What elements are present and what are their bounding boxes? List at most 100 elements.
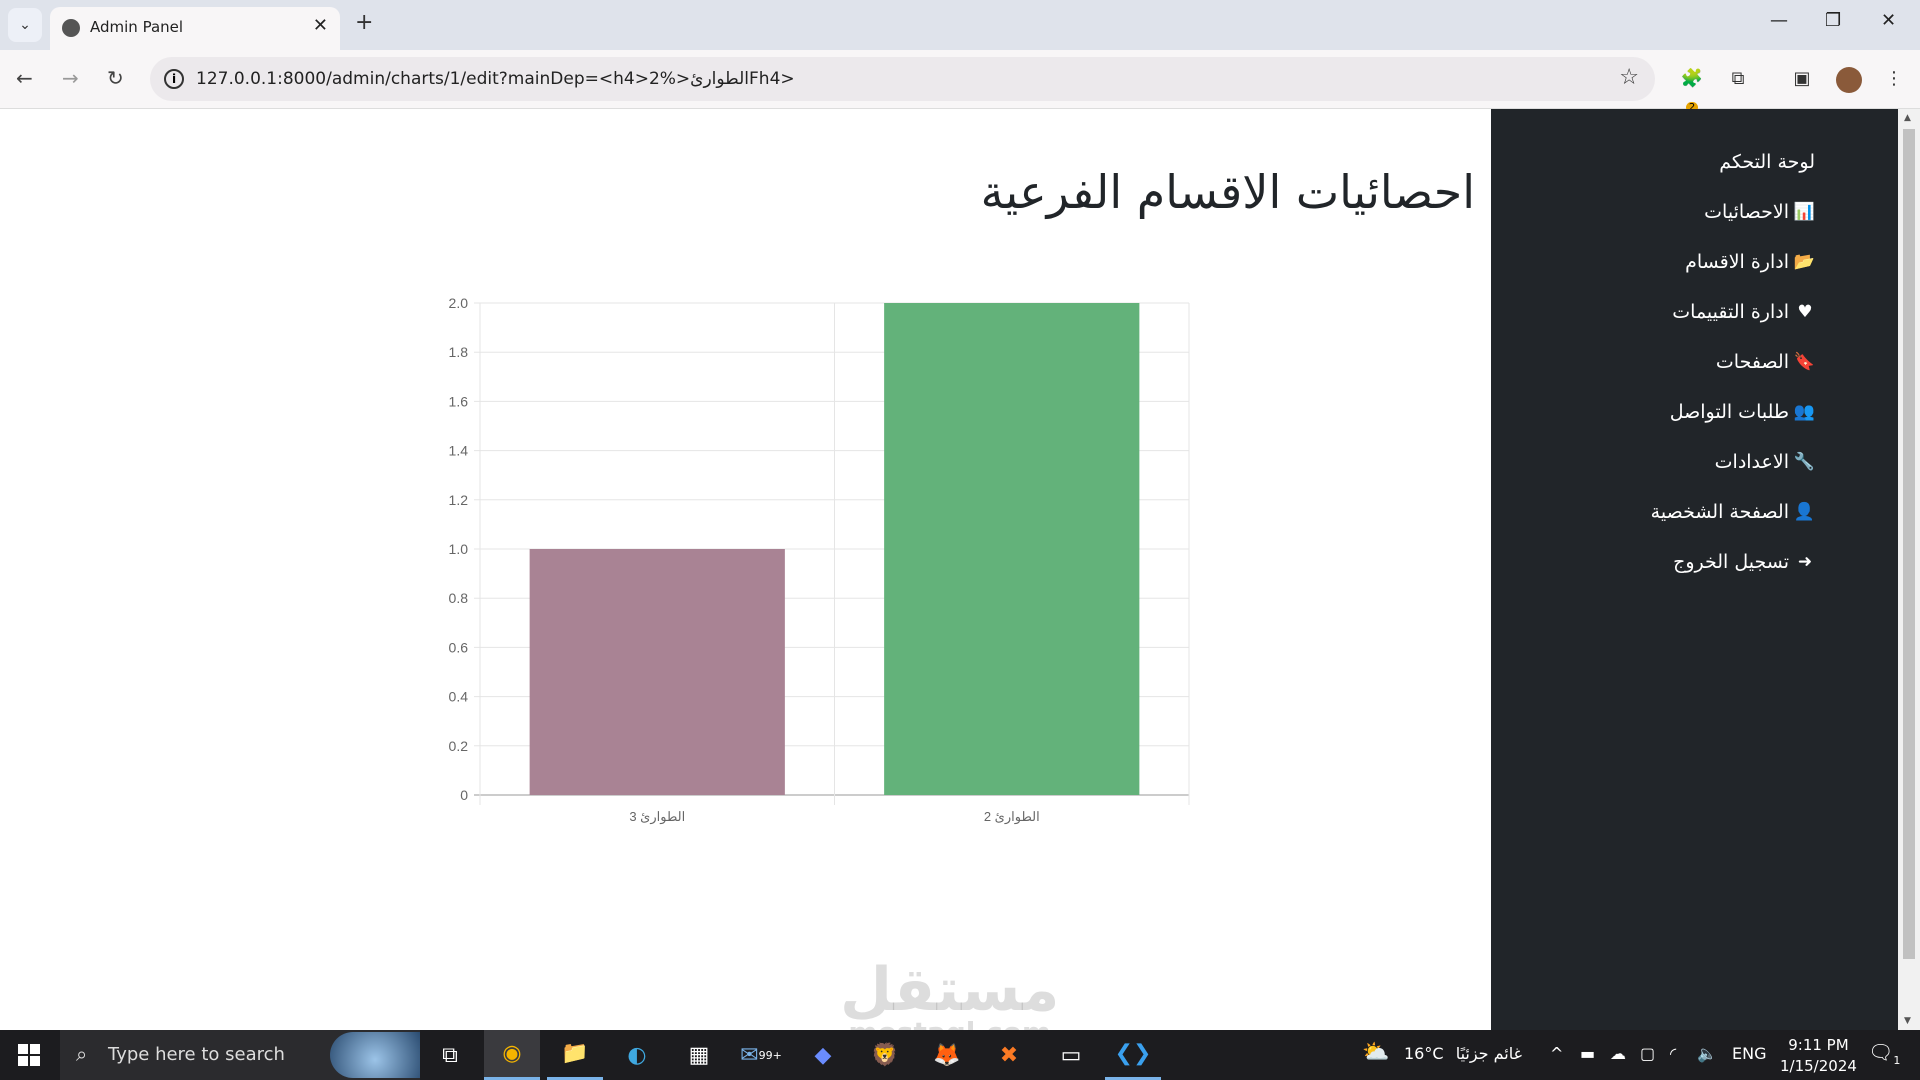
- xampp-icon[interactable]: ✖: [999, 1042, 1019, 1068]
- sidebar-item-pages[interactable]: 🔖 الصفحات: [1716, 351, 1815, 373]
- bookmark-icon: 🔖: [1793, 352, 1815, 372]
- sidebar-item-label: تسجيل الخروج: [1673, 551, 1789, 573]
- store-icon[interactable]: ▦: [688, 1042, 710, 1068]
- edge-icon[interactable]: ◐: [627, 1042, 647, 1068]
- vscode-icon[interactable]: ❮❯: [1105, 1030, 1161, 1080]
- folder-open-icon: 📂: [1793, 252, 1815, 272]
- clock-date: 1/15/2024: [1780, 1057, 1857, 1075]
- bookmark-star-icon[interactable]: ☆: [1619, 65, 1639, 90]
- taskbar: ⌕ Type here to search ⧉ ◉ 📁 ◐ ▦ ✉ 99+ ◆ 🦁…: [0, 1030, 1920, 1080]
- y-tick-label: 0.8: [449, 590, 469, 606]
- reload-button[interactable]: ↻: [107, 66, 124, 90]
- sidebar-item-profile[interactable]: 👤 الصفحة الشخصية: [1651, 501, 1815, 523]
- close-tab-icon[interactable]: ✕: [312, 15, 328, 36]
- sidebar-item-label: الاحصائيات: [1704, 201, 1789, 223]
- tab-title: Admin Panel: [90, 18, 184, 36]
- extension-badge: 2: [1685, 101, 1699, 113]
- watermark-arabic: مستقل: [840, 955, 1060, 1025]
- main-content: احصائيات الاقسام الفرعية 0 0.2 0.4 0.6 0.8 1.…: [0, 109, 1491, 1030]
- onedrive-icon[interactable]: ☁: [1610, 1044, 1626, 1063]
- sidebar-item-label: الصفحة الشخصية: [1650, 501, 1789, 523]
- sign-out-icon: ➜: [1797, 552, 1813, 572]
- firefox-icon[interactable]: 🦊: [933, 1042, 961, 1068]
- forward-button[interactable]: →: [62, 66, 79, 90]
- address-bar[interactable]: i 127.0.0.1:8000/admin/charts/1/edit?mai…: [150, 57, 1655, 101]
- tab-search-button[interactable]: ⌄: [8, 8, 42, 42]
- volume-icon[interactable]: 🔈: [1697, 1044, 1717, 1063]
- sidebar-item-label: ادارة الاقسام: [1685, 251, 1789, 273]
- back-button[interactable]: ←: [16, 66, 33, 90]
- heart-icon: ♥: [1797, 302, 1813, 322]
- y-tick-label: 1.0: [449, 541, 469, 557]
- page-scrollbar[interactable]: ▲ ▼: [1898, 109, 1920, 1030]
- sidebar-item-logout[interactable]: ➜ تسجيل الخروج: [1673, 551, 1815, 573]
- bar-chart-icon: 📊: [1793, 202, 1815, 222]
- browser-tab-bar: ⌄ Admin Panel ✕ + — ❐ ✕: [0, 0, 1920, 50]
- y-tick-label: 0: [460, 787, 468, 803]
- copilot-icon[interactable]: ◆: [814, 1042, 832, 1068]
- wifi-icon[interactable]: ◜: [1670, 1044, 1677, 1063]
- close-window-button[interactable]: ✕: [1881, 10, 1897, 31]
- notification-count: 1: [1893, 1054, 1901, 1067]
- mail-badge: 99+: [758, 1048, 782, 1062]
- users-icon: 👥: [1793, 402, 1815, 422]
- new-tab-button[interactable]: +: [355, 10, 374, 35]
- sidebar: لوحة التحكم 📊 الاحصائيات 📂 ادارة الاقسام ♥…: [1491, 109, 1898, 1030]
- sidebar-item-settings[interactable]: 🔧 الاعدادات: [1715, 451, 1815, 473]
- windows-start-icon[interactable]: [18, 1044, 40, 1066]
- sidebar-item-contact-requests[interactable]: 👥 طلبات التواصل: [1670, 401, 1815, 423]
- scroll-up-arrow[interactable]: ▲: [1904, 113, 1911, 123]
- bar: [529, 549, 785, 795]
- side-panel-icon[interactable]: ▣: [1793, 68, 1811, 89]
- menu-kebab-icon[interactable]: ⋮: [1885, 68, 1903, 89]
- minimize-button[interactable]: —: [1770, 10, 1788, 31]
- y-tick-label: 0.6: [449, 639, 469, 655]
- wrench-icon: 🔧: [1793, 452, 1815, 472]
- brave-icon[interactable]: 🦁: [871, 1042, 899, 1068]
- language-indicator[interactable]: ENG: [1732, 1044, 1767, 1063]
- browser-tab[interactable]: Admin Panel ✕: [50, 7, 340, 50]
- sidebar-item-dashboard[interactable]: لوحة التحكم: [1719, 151, 1815, 173]
- search-icon: ⌕: [76, 1042, 88, 1066]
- extension-icon[interactable]: 🧩2: [1680, 68, 1704, 113]
- browser-toolbar: ← → ↻ i 127.0.0.1:8000/admin/charts/1/ed…: [0, 50, 1920, 113]
- task-view-icon[interactable]: ⧉: [442, 1042, 458, 1068]
- sidebar-item-departments[interactable]: 📂 ادارة الاقسام: [1685, 251, 1815, 273]
- y-tick-label: 0.4: [449, 689, 469, 705]
- terminal-icon[interactable]: ▭: [1060, 1042, 1082, 1068]
- notification-icon[interactable]: 🗨1: [1868, 1040, 1901, 1067]
- x-tick-label: الطوارئ 3: [629, 809, 685, 825]
- restore-button[interactable]: ❐: [1825, 10, 1842, 31]
- y-tick-label: 1.2: [449, 492, 469, 508]
- chrome-icon[interactable]: ◉: [484, 1030, 540, 1080]
- sidebar-item-ratings[interactable]: ♥ ادارة التقييمات: [1672, 301, 1815, 323]
- y-tick-label: 1.8: [449, 344, 469, 360]
- scroll-thumb[interactable]: [1903, 129, 1915, 959]
- url-text[interactable]: 127.0.0.1:8000/admin/charts/1/edit?mainD…: [196, 69, 795, 89]
- show-hidden-icons[interactable]: ^: [1550, 1044, 1564, 1063]
- weather-icon[interactable]: ⛅: [1362, 1040, 1390, 1065]
- file-explorer-icon[interactable]: 📁: [547, 1030, 603, 1080]
- globe-icon: [62, 19, 80, 37]
- clock-time: 9:11 PM: [1788, 1036, 1849, 1054]
- extensions-puzzle-icon[interactable]: ⧉: [1731, 68, 1745, 89]
- profile-avatar[interactable]: [1836, 67, 1862, 93]
- site-info-icon[interactable]: i: [164, 69, 184, 89]
- sidebar-item-label: ادارة التقييمات: [1672, 301, 1789, 323]
- clock[interactable]: 9:11 PM 1/15/2024: [1780, 1035, 1857, 1077]
- user-icon: 👤: [1793, 502, 1815, 522]
- weather-temp[interactable]: 16°C: [1404, 1044, 1444, 1063]
- battery-icon[interactable]: ▬: [1580, 1044, 1596, 1063]
- weather-text[interactable]: غائم جزئيًا: [1455, 1044, 1522, 1063]
- camera-icon[interactable]: ▢: [1640, 1044, 1656, 1063]
- y-tick-label: 1.4: [449, 443, 469, 459]
- sidebar-item-label: لوحة التحكم: [1719, 151, 1815, 173]
- scroll-down-arrow[interactable]: ▼: [1904, 1016, 1911, 1026]
- search-placeholder: Type here to search: [108, 1044, 285, 1065]
- sidebar-item-statistics[interactable]: 📊 الاحصائيات: [1704, 201, 1815, 223]
- sidebar-item-label: الصفحات: [1715, 351, 1789, 373]
- taskbar-search[interactable]: ⌕ Type here to search: [60, 1030, 420, 1080]
- search-highlight-image: [330, 1032, 420, 1078]
- mail-icon[interactable]: ✉ 99+: [740, 1042, 782, 1068]
- sidebar-item-label: الاعدادات: [1714, 451, 1789, 473]
